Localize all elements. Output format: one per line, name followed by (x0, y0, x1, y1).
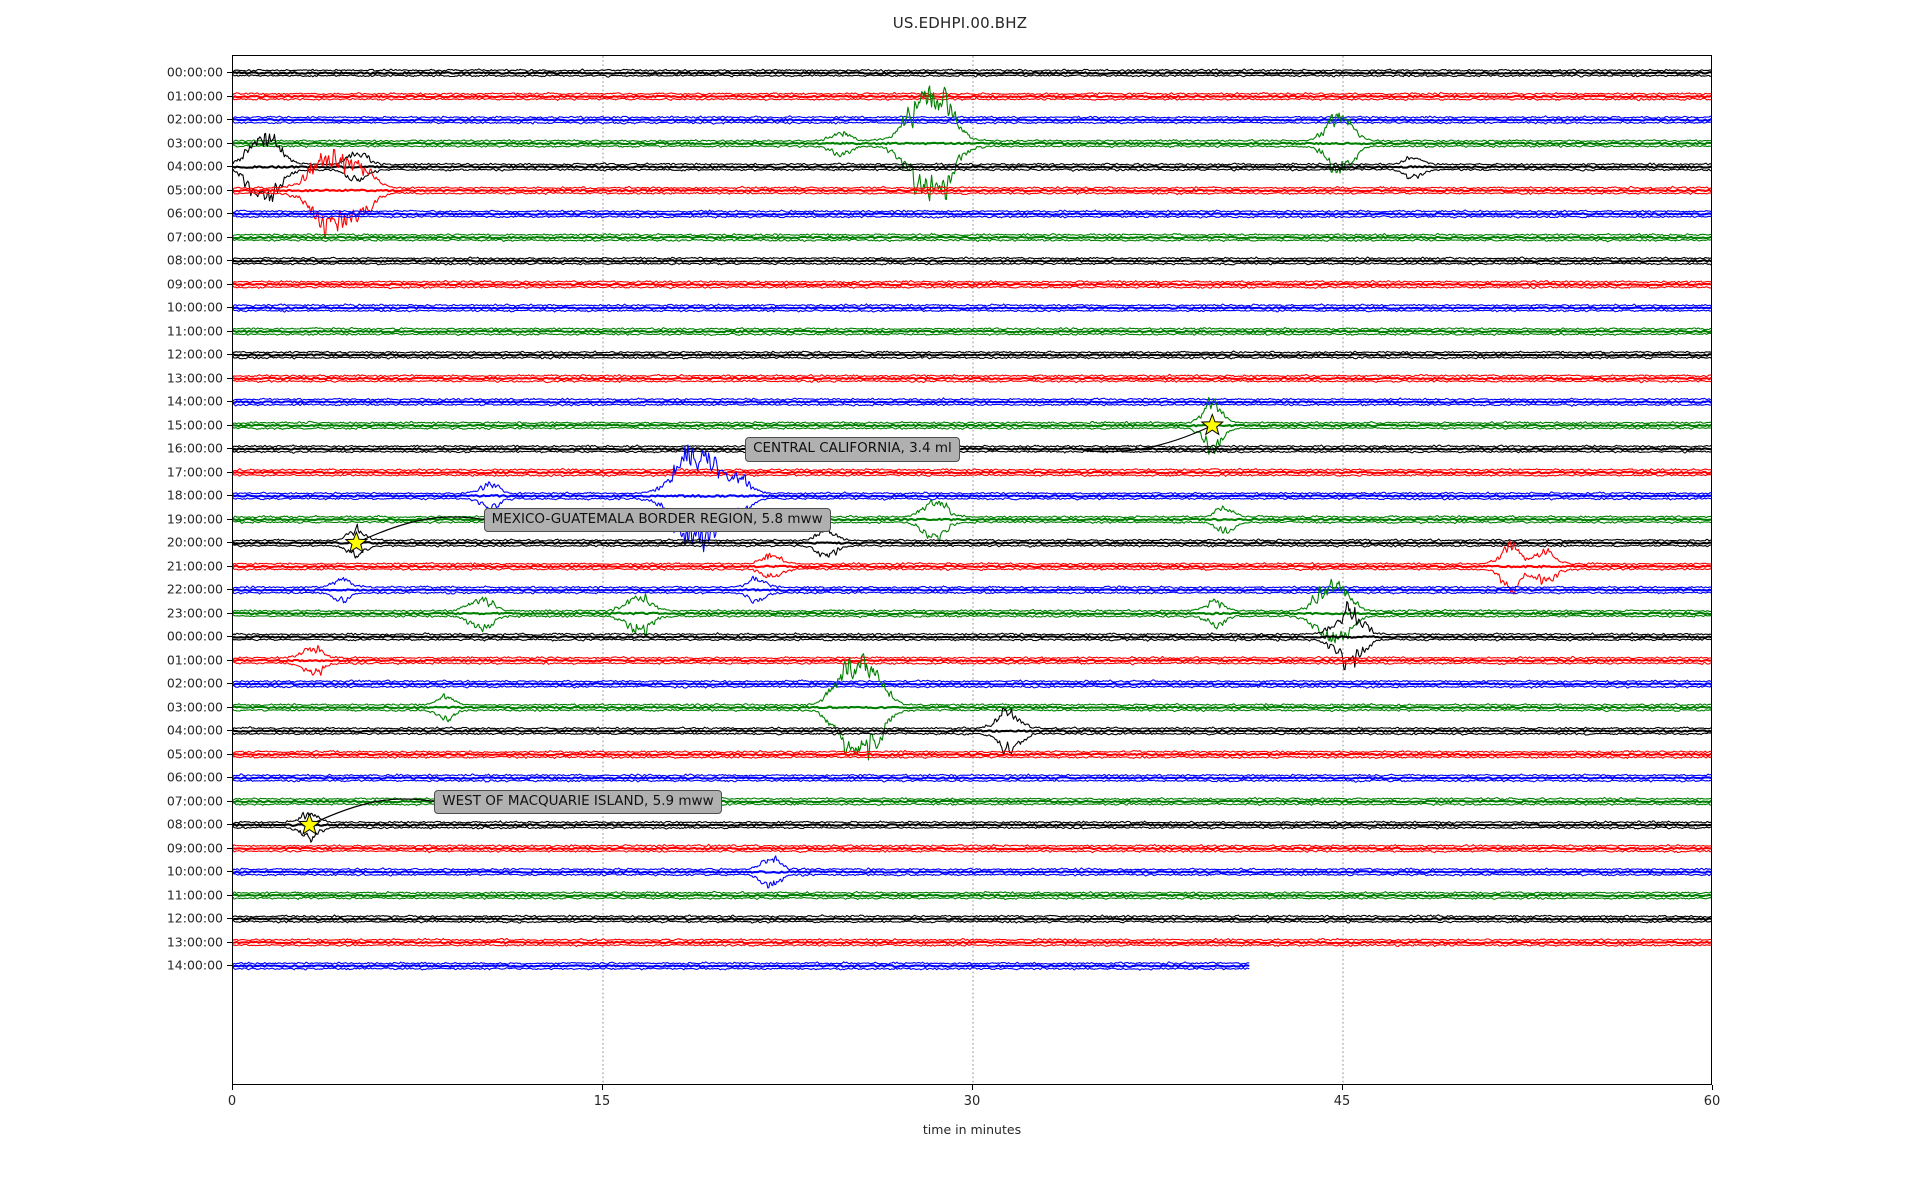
y-axis-tick-label: 03:00:00 (166, 699, 223, 714)
y-axis-tick-label: 11:00:00 (166, 323, 223, 338)
y-axis-tick-mark (227, 236, 232, 238)
y-axis-tick-label: 13:00:00 (166, 934, 223, 949)
y-axis-tick-label: 00:00:00 (166, 64, 223, 80)
page-title: US.EDHPI.00.BHZ (892, 14, 1028, 32)
y-axis-tick-mark (227, 166, 232, 167)
y-axis-tick-label: 03:00:00 (166, 135, 223, 150)
y-axis-tick-mark (227, 800, 232, 802)
y-axis-tick-mark (227, 72, 232, 73)
y-axis-tick-label: 12:00:00 (166, 346, 223, 362)
x-axis-tick-label: 45 (1333, 1094, 1351, 1109)
y-axis-tick-mark (227, 589, 232, 590)
y-axis-tick-mark (227, 518, 232, 520)
y-axis-tick-label: 20:00:00 (166, 534, 223, 550)
y-axis-tick-mark (227, 142, 232, 144)
y-axis-tick-mark (227, 612, 232, 614)
y-axis-tick-mark (227, 354, 232, 355)
y-axis-tick-label: 07:00:00 (166, 229, 223, 244)
y-axis-tick-label: 04:00:00 (166, 722, 223, 738)
x-axis-tick-mark (602, 1085, 603, 1090)
y-axis-tick-label: 05:00:00 (166, 746, 223, 761)
y-axis-tick-mark (227, 542, 232, 543)
y-axis-tick-mark (227, 941, 232, 943)
y-axis-tick-mark (227, 683, 232, 684)
y-axis-tick-mark (227, 377, 232, 379)
y-axis-tick-mark (227, 401, 232, 402)
y-axis-tick-mark (227, 753, 232, 755)
event-annotation-label: CENTRAL CALIFORNIA, 3.4 ml (745, 437, 960, 462)
y-axis-tick-label: 13:00:00 (166, 370, 223, 385)
y-axis-tick-mark (227, 847, 232, 849)
y-axis-tick-mark (227, 330, 232, 332)
y-axis-tick-label: 12:00:00 (166, 910, 223, 926)
y-axis-tick-mark (227, 307, 232, 308)
y-axis-tick-label: 04:00:00 (166, 158, 223, 174)
y-axis-tick-label: 10:00:00 (166, 863, 223, 879)
y-axis-tick-label: 23:00:00 (166, 605, 223, 620)
y-axis-tick-label: 02:00:00 (166, 675, 223, 691)
y-axis-tick-label: 14:00:00 (166, 393, 223, 409)
y-axis-tick-mark (227, 213, 232, 214)
y-axis-tick-mark (227, 448, 232, 449)
y-axis-tick-label: 07:00:00 (166, 793, 223, 808)
y-axis-tick-mark (227, 565, 232, 567)
x-axis-tick-mark (1342, 1085, 1343, 1090)
y-axis-tick-label: 06:00:00 (166, 769, 223, 785)
y-axis-tick-mark (227, 871, 232, 872)
y-axis-tick-label: 05:00:00 (166, 182, 223, 197)
y-axis-tick-mark (227, 424, 232, 426)
plot-inner (233, 56, 1711, 1084)
x-axis-tick-mark (972, 1085, 973, 1090)
x-axis-tick-label: 15 (593, 1094, 611, 1109)
y-axis-tick-mark (227, 730, 232, 731)
y-axis-tick-label: 16:00:00 (166, 440, 223, 456)
y-axis-tick-mark (227, 659, 232, 661)
x-axis-label: time in minutes (922, 1122, 1022, 1137)
plot-area (232, 55, 1712, 1085)
y-axis-tick-mark (227, 636, 232, 637)
y-axis-tick-mark (227, 894, 232, 896)
y-axis-tick-label: 02:00:00 (166, 111, 223, 127)
y-axis-tick-label: 01:00:00 (166, 88, 223, 103)
x-axis-tick-label: 60 (1703, 1094, 1721, 1109)
event-annotation-label: MEXICO-GUATEMALA BORDER REGION, 5.8 mww (483, 507, 831, 533)
y-axis-tick-mark (227, 189, 232, 191)
x-axis-tick-mark (1712, 1085, 1713, 1090)
y-axis-tick-label: 10:00:00 (166, 299, 223, 315)
y-axis-tick-label: 19:00:00 (166, 511, 223, 526)
y-axis-tick-mark (227, 260, 232, 261)
y-axis-tick-mark (227, 95, 232, 97)
y-axis-tick-label: 15:00:00 (166, 417, 223, 432)
y-axis-tick-label: 22:00:00 (166, 581, 223, 597)
y-axis-tick-label: 17:00:00 (166, 464, 223, 479)
y-axis-tick-label: 21:00:00 (166, 558, 223, 573)
x-axis-tick-label: 30 (963, 1094, 981, 1109)
y-axis-tick-mark (227, 283, 232, 285)
y-axis-tick-label: 14:00:00 (166, 957, 223, 973)
y-axis-tick-label: 06:00:00 (166, 205, 223, 221)
y-axis-tick-label: 01:00:00 (166, 652, 223, 667)
y-axis-tick-mark (227, 471, 232, 473)
y-axis-tick-label: 11:00:00 (166, 887, 223, 902)
y-axis-tick-mark (227, 965, 232, 966)
y-axis-tick-label: 08:00:00 (166, 252, 223, 268)
y-axis-tick-label: 18:00:00 (166, 487, 223, 503)
y-axis-tick-label: 09:00:00 (166, 840, 223, 855)
y-axis-tick-mark (227, 495, 232, 496)
y-axis-tick-mark (227, 777, 232, 778)
seismic-traces (233, 56, 1711, 1084)
y-axis-tick-mark (227, 824, 232, 825)
x-axis-tick-label: 0 (227, 1094, 237, 1109)
x-axis-tick-mark (232, 1085, 233, 1090)
event-annotation-label: WEST OF MACQUARIE ISLAND, 5.9 mww (434, 789, 722, 815)
y-axis-tick-label: 00:00:00 (166, 628, 223, 644)
y-axis-tick-mark (227, 119, 232, 120)
y-axis-tick-mark (227, 918, 232, 919)
y-axis-tick-label: 09:00:00 (166, 276, 223, 291)
y-axis-tick-label: 08:00:00 (166, 816, 223, 832)
y-axis-tick-mark (227, 706, 232, 708)
